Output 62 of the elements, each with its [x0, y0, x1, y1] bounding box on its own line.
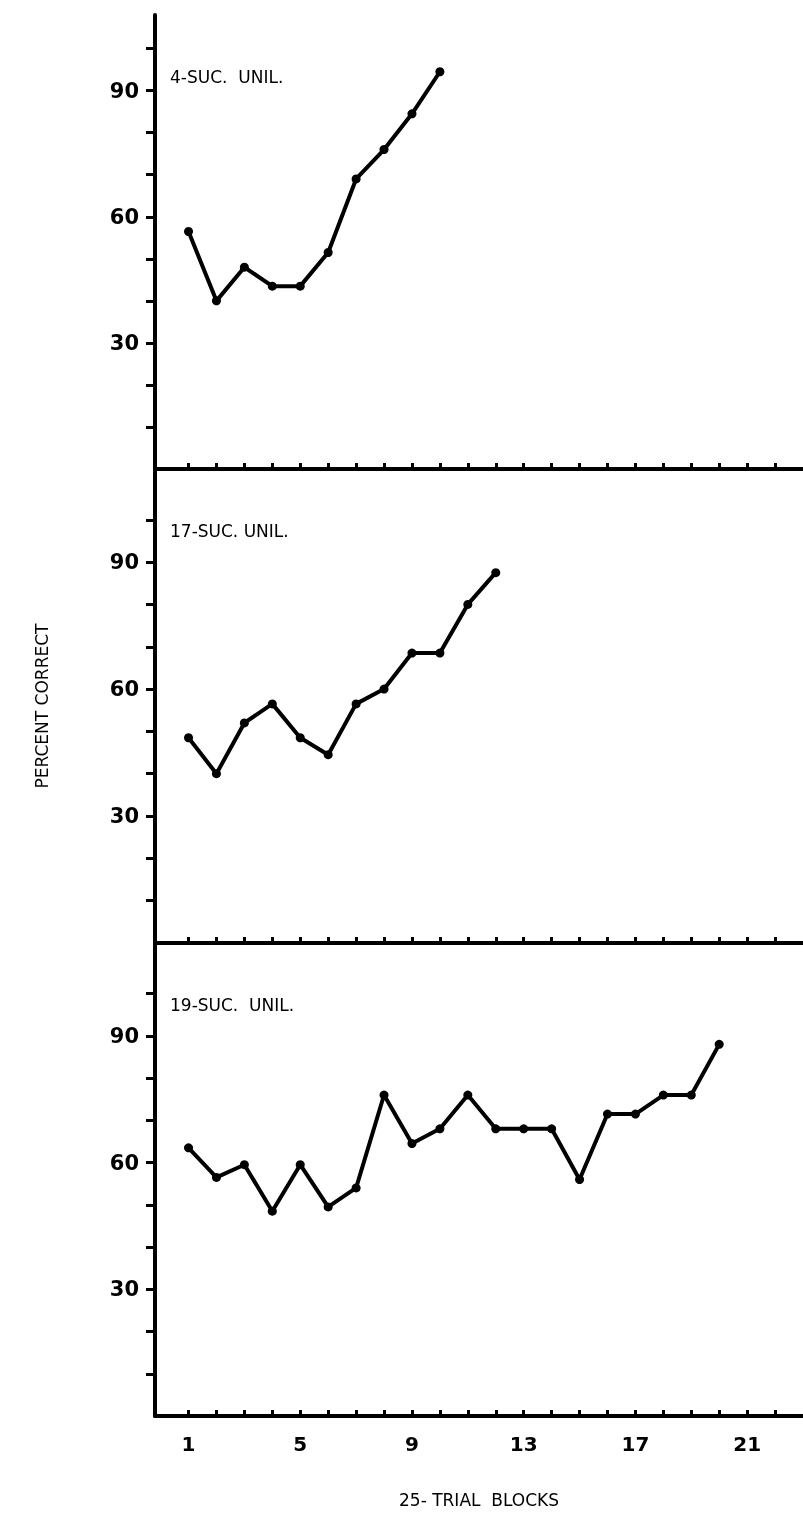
point [407, 109, 417, 119]
point [295, 1160, 305, 1170]
point [351, 174, 361, 184]
text: 19-SUC. UNIL. [170, 994, 295, 1015]
point [491, 568, 501, 578]
point [323, 248, 333, 258]
point [714, 1039, 724, 1049]
point [491, 1124, 501, 1134]
y-tick-label: 60 [109, 204, 139, 229]
point [323, 750, 333, 760]
point [630, 1109, 640, 1119]
point [267, 699, 277, 709]
point [658, 1090, 668, 1100]
x-tick-label: 5 [293, 1432, 308, 1456]
point [184, 226, 194, 236]
text: 17-SUC. UNIL. [170, 520, 289, 541]
point [686, 1090, 696, 1100]
point [547, 1124, 557, 1134]
point [379, 684, 389, 694]
point [407, 648, 417, 658]
point [435, 1124, 445, 1134]
point [267, 281, 277, 291]
y-tick-label: 30 [109, 804, 139, 829]
point [239, 718, 249, 728]
point [351, 1183, 361, 1193]
y-tick-label: 90 [109, 550, 139, 575]
point [239, 1160, 249, 1170]
x-tick-label: 1 [181, 1432, 196, 1456]
point [211, 769, 221, 779]
x-tick-label: 21 [733, 1432, 762, 1456]
y-tick-label: 90 [109, 1023, 139, 1048]
point [407, 1139, 417, 1149]
point [519, 1124, 529, 1134]
point [211, 296, 221, 306]
point [295, 281, 305, 291]
text: 4-SUC. UNIL. [170, 66, 284, 87]
point [351, 699, 361, 709]
y-tick-label: 30 [109, 1277, 139, 1302]
point [435, 648, 445, 658]
point [463, 1090, 473, 1100]
y-tick-label: 60 [109, 677, 139, 702]
point [323, 1202, 333, 1212]
point [295, 733, 305, 743]
y-tick-label: 30 [109, 330, 139, 355]
y-tick-label: 90 [109, 78, 139, 103]
point [379, 1090, 389, 1100]
y-axis-title: PERCENT CORRECT [31, 622, 52, 789]
point [184, 1143, 194, 1153]
point [602, 1109, 612, 1119]
point [267, 1206, 277, 1216]
y-tick-label: 60 [109, 1150, 139, 1175]
point [239, 262, 249, 272]
point [184, 733, 194, 743]
x-tick-label: 9 [405, 1432, 419, 1456]
point [435, 67, 445, 77]
x-tick-label: 13 [509, 1432, 538, 1456]
point [211, 1172, 221, 1182]
point [379, 145, 389, 155]
x-axis-title: 25- TRIAL BLOCKS [398, 1489, 560, 1510]
point [575, 1175, 585, 1184]
x-tick-label: 17 [621, 1432, 650, 1456]
point [463, 599, 473, 609]
